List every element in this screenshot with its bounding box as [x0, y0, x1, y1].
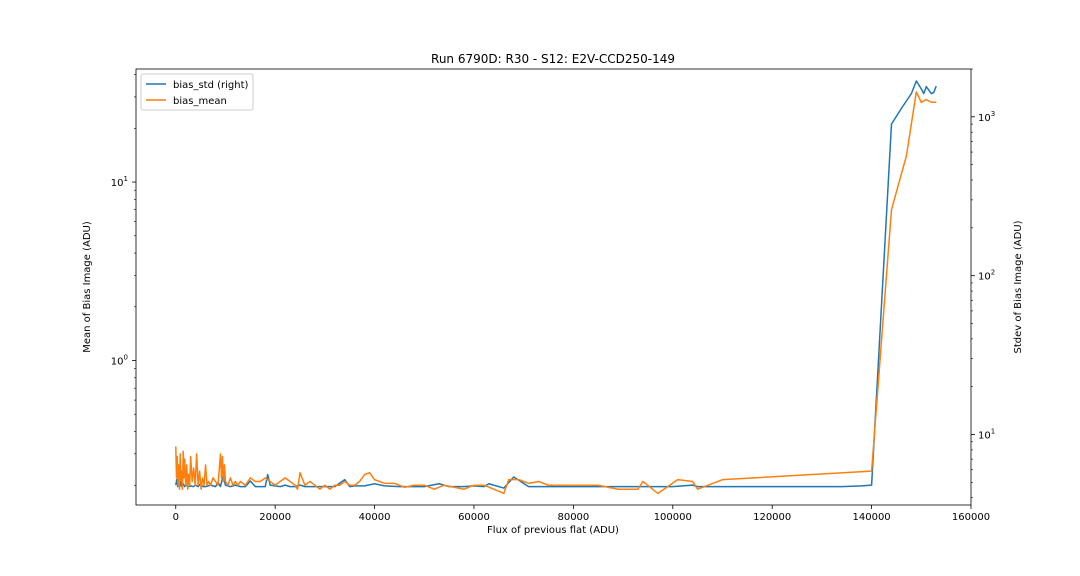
- left-y-axis-label: Mean of Bias Image (ADU): [82, 221, 93, 353]
- x-tick-label: 60000: [458, 512, 490, 523]
- x-tick-label: 0: [173, 512, 179, 523]
- right-y-tick-label: 103: [978, 110, 995, 124]
- legend-entry: bias_std (right): [173, 80, 249, 91]
- x-tick-label: 20000: [259, 512, 291, 523]
- left-y-tick-label: 100: [111, 354, 128, 368]
- legend-box: [140, 73, 254, 111]
- left-y-tick-label: 101: [111, 175, 128, 189]
- plot-frame: [135, 68, 972, 506]
- x-tick-label: 120000: [753, 512, 791, 523]
- legend: bias_std (right) bias_mean: [140, 73, 254, 111]
- x-tick-label: 40000: [359, 512, 391, 523]
- x-tick-label: 160000: [952, 512, 990, 523]
- legend-entry: bias_mean: [173, 96, 227, 107]
- series-line-bias-mean: [175, 91, 937, 495]
- plot-lines: [175, 80, 937, 495]
- right-y-tick-label: 101: [978, 428, 995, 442]
- x-tick-label: 100000: [654, 512, 692, 523]
- right-y-axis-label: Stdev of Bias Image (ADU): [1013, 220, 1024, 353]
- right-y-tick-label: 102: [978, 269, 995, 283]
- x-tick-label: 140000: [853, 512, 891, 523]
- series-line-bias-std-right-: [175, 80, 937, 489]
- x-tick-label: 80000: [557, 512, 589, 523]
- x-axis-label: Flux of previous flat (ADU): [487, 525, 619, 536]
- axes: 0 20000 40000 60000 80000 100000 120000 140000 1…: [111, 68, 995, 523]
- chart-title: Run 6790D: R30 - S12: E2V-CCD250-149: [431, 52, 675, 66]
